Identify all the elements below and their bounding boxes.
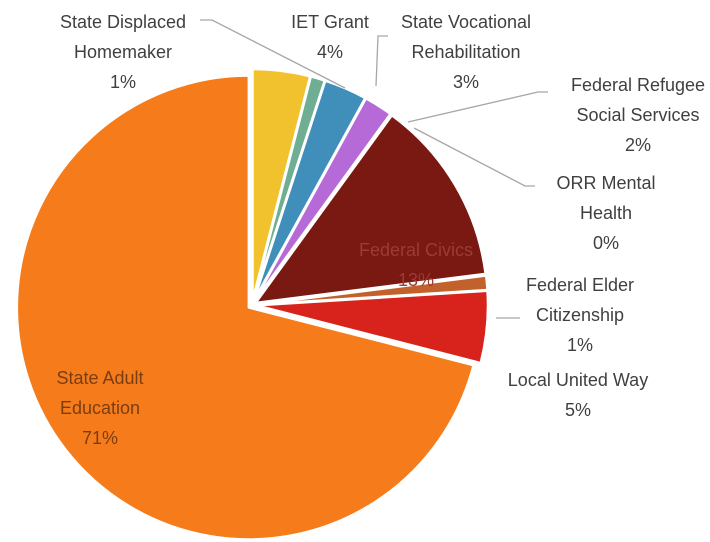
category-name: Federal Elder Citizenship xyxy=(525,275,635,325)
category-name: ORR Mental Health xyxy=(556,173,656,223)
slice-label: State Adult Education 71% xyxy=(25,363,175,453)
slice-label: State Displaced Homemaker 1% xyxy=(38,7,208,97)
percent-label: 71% xyxy=(81,428,119,448)
slice-label: Local United Way 5% xyxy=(488,365,668,425)
leader-line xyxy=(413,127,535,187)
slice-label: Federal Civics 13% xyxy=(336,235,496,295)
percent-label: 1% xyxy=(566,335,593,355)
percent-label: 2% xyxy=(624,135,651,155)
percent-label: 5% xyxy=(564,400,591,420)
leader-line xyxy=(375,35,388,87)
leader-line xyxy=(200,19,346,89)
category-name: Local United Way xyxy=(507,370,649,390)
slice-label: ORR Mental Health 0% xyxy=(536,168,676,258)
percent-label: 13% xyxy=(397,270,435,290)
percent-label: 0% xyxy=(592,233,619,253)
percent-label: 3% xyxy=(452,72,479,92)
category-name: State Adult Education xyxy=(56,368,144,418)
pie-slice xyxy=(251,67,312,303)
pie-slice xyxy=(254,114,487,305)
category-name: IET Grant xyxy=(291,12,369,32)
leader-line xyxy=(407,91,548,123)
slice-label: State Vocational Rehabilitation 3% xyxy=(381,7,551,97)
slice-label: Federal Refugee Social Services 2% xyxy=(563,70,710,160)
percent-label: 4% xyxy=(316,42,343,62)
category-name: Federal Refugee Social Services xyxy=(570,75,706,125)
category-name: State Vocational Rehabilitation xyxy=(400,12,532,62)
category-name: State Displaced Homemaker xyxy=(59,12,187,62)
percent-label: 1% xyxy=(109,72,136,92)
pie-slice xyxy=(254,274,489,306)
slice-label: Federal Elder Citizenship 1% xyxy=(510,270,650,360)
category-name: Federal Civics xyxy=(358,240,474,260)
pie-slice xyxy=(15,74,475,541)
leader-lines xyxy=(200,19,548,319)
slice-label: IET Grant 4% xyxy=(275,7,385,67)
